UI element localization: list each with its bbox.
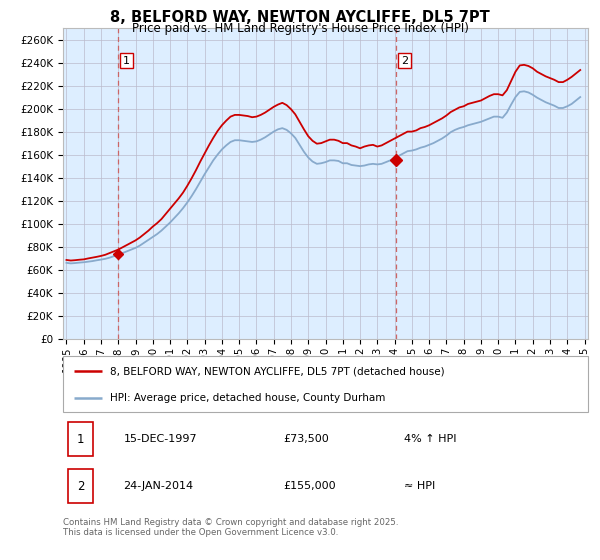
Text: 2: 2 bbox=[77, 480, 85, 493]
Text: Price paid vs. HM Land Registry's House Price Index (HPI): Price paid vs. HM Land Registry's House … bbox=[131, 22, 469, 35]
Text: 1: 1 bbox=[123, 55, 130, 66]
Text: 8, BELFORD WAY, NEWTON AYCLIFFE, DL5 7PT: 8, BELFORD WAY, NEWTON AYCLIFFE, DL5 7PT bbox=[110, 10, 490, 25]
Text: Contains HM Land Registry data © Crown copyright and database right 2025.
This d: Contains HM Land Registry data © Crown c… bbox=[63, 518, 398, 538]
Text: HPI: Average price, detached house, County Durham: HPI: Average price, detached house, Coun… bbox=[110, 393, 386, 403]
Bar bbox=[68, 422, 94, 456]
Bar bbox=[68, 469, 94, 503]
Text: 2: 2 bbox=[401, 55, 408, 66]
Text: 24-JAN-2014: 24-JAN-2014 bbox=[124, 481, 193, 491]
Text: ≈ HPI: ≈ HPI bbox=[404, 481, 436, 491]
Text: 8, BELFORD WAY, NEWTON AYCLIFFE, DL5 7PT (detached house): 8, BELFORD WAY, NEWTON AYCLIFFE, DL5 7PT… bbox=[110, 366, 445, 376]
Text: 4% ↑ HPI: 4% ↑ HPI bbox=[404, 434, 457, 444]
Text: £73,500: £73,500 bbox=[284, 434, 329, 444]
Text: 1: 1 bbox=[77, 433, 85, 446]
Text: 15-DEC-1997: 15-DEC-1997 bbox=[124, 434, 197, 444]
Text: £155,000: £155,000 bbox=[284, 481, 336, 491]
